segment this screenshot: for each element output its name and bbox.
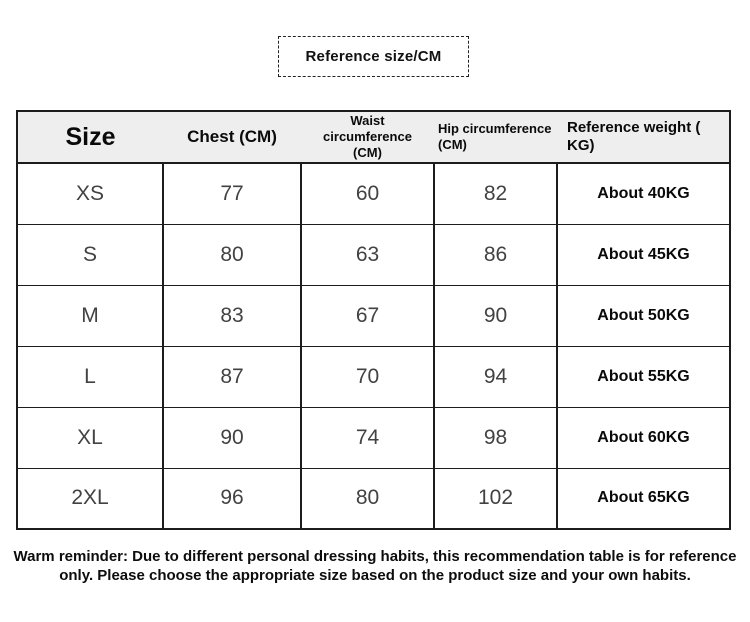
warm-reminder-line-2: only. Please choose the appropriate size…: [59, 567, 691, 584]
reference-size-title-box: Reference size/CM: [278, 36, 469, 77]
weight-cell: About 45KG: [556, 223, 730, 285]
waist-cell: 60: [300, 162, 434, 224]
chest-cell: 87: [162, 345, 301, 407]
chest-cell: 80: [162, 223, 301, 285]
waist-cell: 80: [300, 467, 434, 529]
waist-cell: 67: [300, 284, 434, 346]
waist-cell: 74: [300, 406, 434, 468]
waist-cell: 63: [300, 223, 434, 285]
table-row-xs: XS 77 60 82 About 40KG: [17, 162, 730, 224]
chest-cell: 77: [162, 162, 301, 224]
hip-cell: 102: [433, 467, 557, 529]
table-row-l: L 87 70 94 About 55KG: [17, 345, 730, 407]
header-row: Size Chest (CM) Waist circumference (CM)…: [17, 111, 730, 164]
table-row-2xl: 2XL 96 80 102 About 65KG: [17, 467, 730, 529]
size-chart-table: Size Chest (CM) Waist circumference (CM)…: [16, 110, 731, 530]
chest-cell: 90: [162, 406, 301, 468]
size-cell: M: [17, 284, 163, 346]
weight-cell: About 40KG: [556, 162, 730, 224]
table-row-s: S 80 63 86 About 45KG: [17, 223, 730, 285]
hip-cell: 90: [433, 284, 557, 346]
chest-cell: 96: [162, 467, 301, 529]
column-header-waist: Waist circumference (CM): [301, 111, 434, 164]
warm-reminder-line-1: Warm reminder: Due to different personal…: [13, 548, 737, 565]
table-row-xl: XL 90 74 98 About 60KG: [17, 406, 730, 468]
weight-cell: About 60KG: [556, 406, 730, 468]
reference-size-title: Reference size/CM: [305, 48, 442, 65]
hip-cell: 86: [433, 223, 557, 285]
weight-cell: About 50KG: [556, 284, 730, 346]
waist-cell: 70: [300, 345, 434, 407]
column-header-weight: Reference weight ( KG): [557, 111, 730, 164]
size-cell: XL: [17, 406, 163, 468]
size-cell: 2XL: [17, 467, 163, 529]
hip-cell: 82: [433, 162, 557, 224]
size-cell: L: [17, 345, 163, 407]
hip-cell: 98: [433, 406, 557, 468]
column-header-hip: Hip circumference (CM): [434, 111, 557, 164]
weight-cell: About 65KG: [556, 467, 730, 529]
table-row-m: M 83 67 90 About 50KG: [17, 284, 730, 346]
column-header-chest: Chest (CM): [163, 111, 301, 164]
column-header-size: Size: [17, 111, 163, 164]
size-cell: XS: [17, 162, 163, 224]
weight-cell: About 55KG: [556, 345, 730, 407]
size-cell: S: [17, 223, 163, 285]
chest-cell: 83: [162, 284, 301, 346]
size-chart-header: Size Chest (CM) Waist circumference (CM)…: [17, 111, 730, 164]
warm-reminder-text: Warm reminder: Due to different personal…: [0, 547, 750, 585]
size-chart-body: XS 77 60 82 About 40KG S 80 63 86 About …: [17, 162, 730, 529]
hip-cell: 94: [433, 345, 557, 407]
